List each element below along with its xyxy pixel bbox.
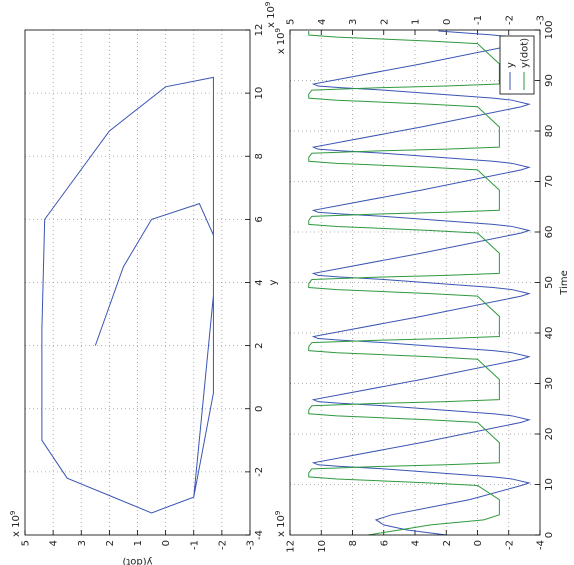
multiplier-power: 9 (9, 511, 17, 515)
x-tick-label: 2 (254, 342, 265, 348)
series-line (308, 31, 500, 536)
x-tick-label: 12 (254, 24, 265, 37)
legend-label: y(dot) (520, 38, 531, 68)
y-tick-label: -1 (189, 540, 200, 550)
y2-tick-label: 0 (442, 19, 453, 25)
x-tick-label: -2 (254, 467, 265, 477)
y-tick-label: 4 (49, 540, 60, 546)
y-tick-label: 0 (161, 540, 172, 546)
y2-tick-label: 1 (411, 19, 422, 25)
y-tick-label: 8 (348, 540, 359, 546)
y-tick-label: -4 (536, 540, 547, 550)
x-tick-label: 100 (544, 20, 555, 39)
x-tick-label: 90 (544, 74, 555, 87)
y2-tick-label: 2 (379, 19, 390, 25)
data-line (41, 76, 214, 514)
multiplier-base: x 10 (276, 515, 287, 537)
multiplier-power: 9 (264, 2, 272, 6)
y2-tick-label: 5 (286, 19, 297, 25)
y-tick-label: 5 (21, 540, 32, 546)
axis-multiplier: x 109 (9, 511, 22, 537)
x-tick-label: 6 (254, 216, 265, 222)
x-tick-label: 10 (254, 87, 265, 100)
multiplier-base: x 10 (276, 32, 287, 54)
x-axis-label: Time (559, 270, 570, 295)
x-tick-label: 20 (544, 428, 555, 441)
y-tick-label: 12 (286, 540, 297, 553)
legend-box (499, 35, 535, 95)
x-tick-label: 4 (254, 279, 265, 285)
x-tick-label: 60 (544, 226, 555, 239)
x-tick-label: 30 (544, 377, 555, 390)
y-tick-label: 0 (473, 540, 484, 546)
y-tick-label: 2 (105, 540, 116, 546)
plot-frame (289, 29, 541, 536)
multiplier-power: 9 (274, 511, 282, 515)
axis-multiplier: x 109 (264, 2, 277, 28)
y2-tick-label: -1 (473, 15, 484, 25)
x-axis-label: y (268, 279, 279, 285)
y-tick-label: 10 (317, 540, 328, 553)
y-tick-label: 1 (133, 540, 144, 546)
y-tick-label: 4 (411, 540, 422, 546)
x-tick-label: 0 (254, 406, 265, 412)
y-tick-label: -2 (217, 540, 228, 550)
time-plot: 0102030405060708090100-4-2024681012-3-2-… (274, 15, 570, 553)
x-tick-label: -4 (254, 530, 265, 540)
x-tick-label: 80 (544, 125, 555, 138)
y-tick-label: -3 (246, 540, 257, 550)
y2-tick-label: 3 (348, 19, 359, 25)
y-tick-label: 3 (77, 540, 88, 546)
axis-multiplier: x 109 (274, 511, 287, 537)
x-tick-label: 10 (544, 478, 555, 491)
multiplier-power: 9 (274, 28, 282, 32)
series-line (311, 30, 531, 536)
legend-label: y (506, 62, 517, 68)
x-tick-label: 50 (544, 276, 555, 289)
multiplier-base: x 10 (11, 515, 22, 537)
y-tick-label: 2 (442, 540, 453, 546)
x-tick-label: 70 (544, 175, 555, 188)
y2-tick-label: -3 (536, 15, 547, 25)
y-tick-label: -2 (504, 540, 515, 550)
x-tick-label: 8 (254, 153, 265, 159)
y2-tick-label: -2 (504, 15, 515, 25)
y-axis-label: y(dot) (122, 556, 152, 565)
multiplier-base: x 10 (266, 6, 277, 28)
x-tick-label: 40 (544, 327, 555, 340)
plot-frame (24, 29, 251, 536)
y2-tick-label: 4 (317, 19, 328, 25)
axis-multiplier: x 109 (274, 28, 287, 54)
x-tick-label: 0 (544, 532, 555, 538)
y-tick-label: 6 (379, 540, 390, 546)
